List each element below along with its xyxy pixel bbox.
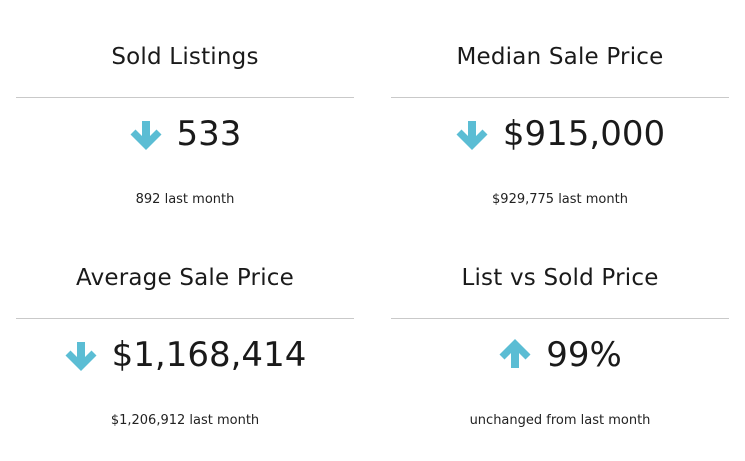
value-row: $915,000 [391, 112, 729, 156]
stat-value: $915,000 [502, 114, 666, 154]
card-title: List vs Sold Price [461, 265, 659, 291]
card-title: Average Sale Price [75, 265, 294, 291]
value-row: 533 [16, 112, 354, 156]
arrow-down-icon [129, 117, 163, 151]
divider [16, 318, 354, 319]
stat-card-median-sale-price: Median Sale Price $915,000 $929,775 last… [391, 40, 729, 240]
arrow-up-icon [498, 338, 532, 372]
card-title: Median Sale Price [456, 44, 664, 70]
stat-comparison: $929,775 last month [492, 192, 628, 207]
divider [391, 318, 729, 319]
stat-card-average-sale-price: Average Sale Price $1,168,414 $1,206,912… [16, 261, 354, 461]
stat-card-sold-listings: Sold Listings 533 892 last month [16, 40, 354, 240]
card-title: Sold Listings [111, 44, 259, 70]
value-row: 99% [391, 333, 729, 377]
stat-card-list-vs-sold-price: List vs Sold Price 99% unchanged from la… [391, 261, 729, 461]
arrow-down-icon [455, 117, 489, 151]
stat-comparison: unchanged from last month [469, 413, 651, 428]
stat-comparison: 892 last month [135, 192, 235, 207]
stat-value: $1,168,414 [111, 335, 307, 375]
stat-value: 99% [546, 335, 622, 375]
divider [391, 97, 729, 98]
arrow-down-icon [64, 338, 98, 372]
divider [16, 97, 354, 98]
value-row: $1,168,414 [16, 333, 354, 377]
stat-comparison: $1,206,912 last month [110, 413, 260, 428]
stat-value: 533 [176, 114, 242, 154]
